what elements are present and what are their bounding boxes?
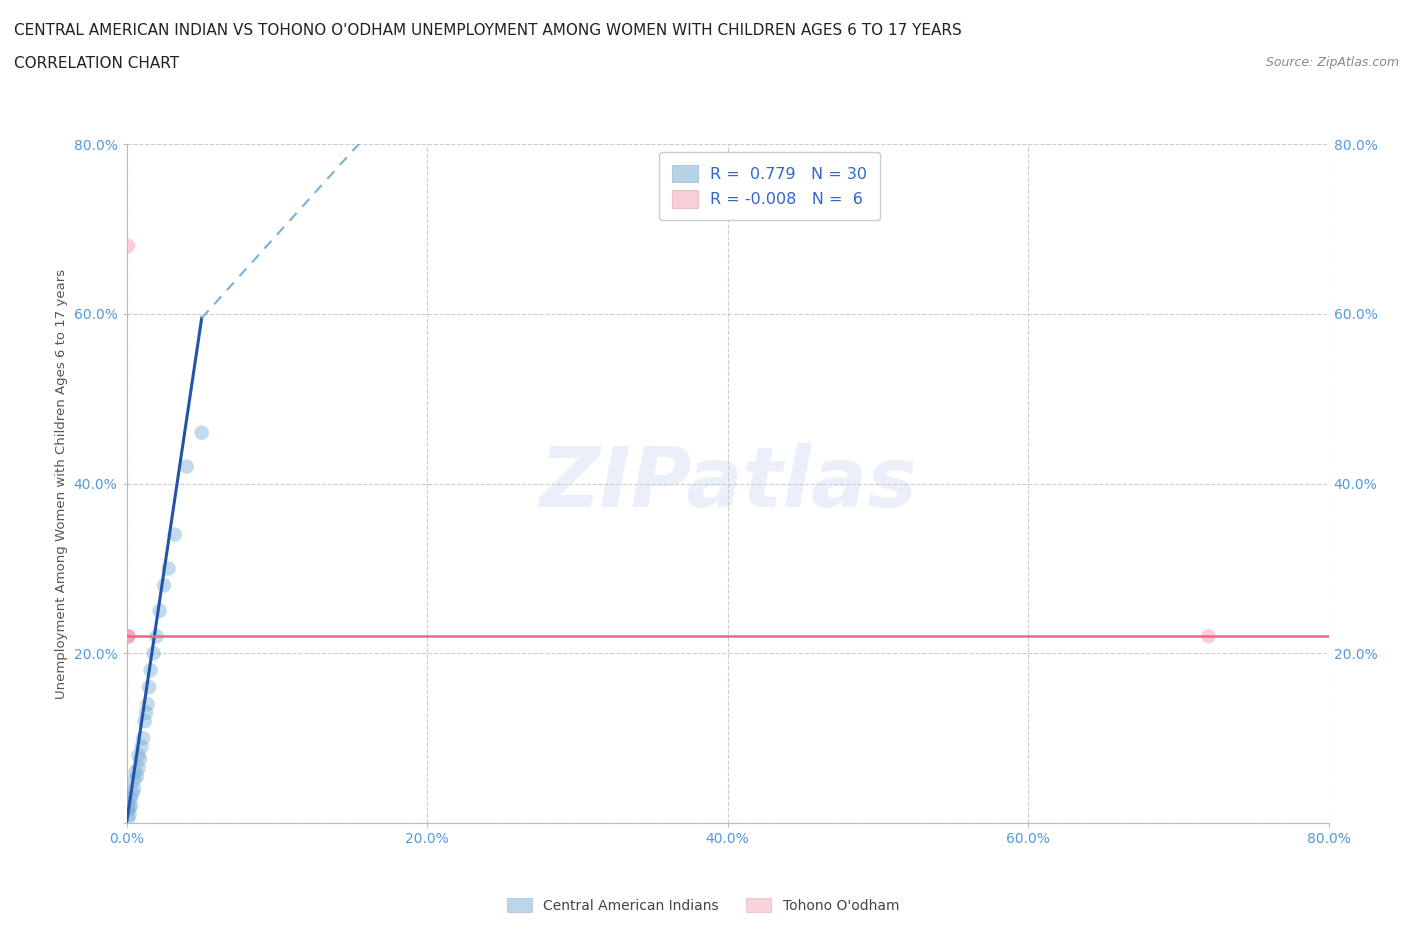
Point [117, 803, 139, 817]
Text: CORRELATION CHART: CORRELATION CHART [14, 56, 179, 71]
Point [176, 459, 198, 474]
Text: Source: ZipAtlas.com: Source: ZipAtlas.com [1265, 56, 1399, 69]
Point [117, 629, 139, 644]
Point [117, 794, 139, 809]
Point [128, 761, 150, 776]
Text: ZIPatlas: ZIPatlas [538, 443, 917, 525]
Point [163, 527, 186, 542]
Y-axis label: Unemployment Among Women with Children Ages 6 to 17 years: Unemployment Among Women with Children A… [55, 269, 67, 698]
Point [129, 752, 152, 767]
Point [121, 786, 143, 801]
Point [118, 807, 141, 822]
Point [157, 561, 180, 576]
Point [149, 604, 172, 618]
Point [138, 680, 160, 695]
Legend: R =  0.779   N = 30, R = -0.008   N =  6: R = 0.779 N = 30, R = -0.008 N = 6 [659, 153, 880, 220]
Point [132, 731, 155, 746]
Point [117, 629, 139, 644]
Point [135, 705, 157, 720]
Point [131, 739, 153, 754]
Text: CENTRAL AMERICAN INDIAN VS TOHONO O'ODHAM UNEMPLOYMENT AMONG WOMEN WITH CHILDREN: CENTRAL AMERICAN INDIAN VS TOHONO O'ODHA… [14, 23, 962, 38]
Point [1197, 629, 1219, 644]
Point [128, 748, 150, 763]
Point [139, 663, 162, 678]
Point [136, 697, 159, 711]
Point [117, 811, 139, 826]
Point [117, 629, 139, 644]
Point [122, 781, 145, 796]
Point [153, 578, 176, 593]
Point [122, 773, 145, 788]
Point [120, 790, 142, 805]
Legend: Central American Indians, Tohono O'odham: Central American Indians, Tohono O'odham [502, 893, 904, 919]
Point [145, 629, 167, 644]
Point [117, 629, 139, 644]
Point [125, 769, 148, 784]
Point [117, 239, 139, 254]
Point [190, 425, 212, 440]
Point [142, 646, 165, 661]
Point [134, 714, 156, 729]
Point [124, 764, 146, 779]
Point [118, 801, 141, 816]
Point [120, 799, 142, 814]
